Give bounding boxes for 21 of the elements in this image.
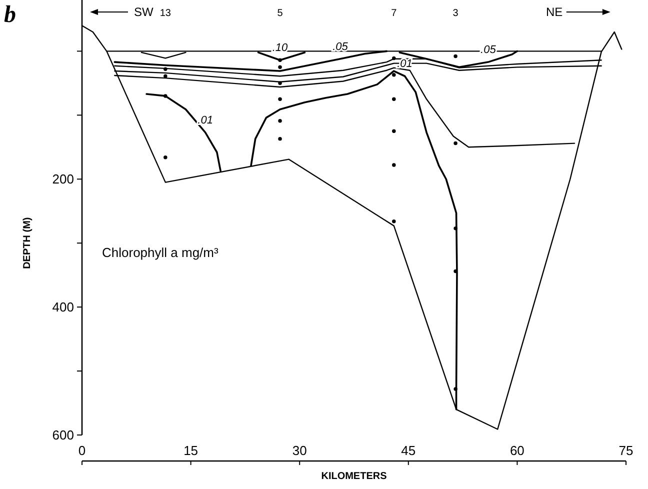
y-tick-label: 600 (52, 428, 74, 443)
y-axis-title: DEPTH (M) (22, 217, 33, 269)
annotation: NE (546, 5, 563, 19)
x-tick-label: 45 (401, 443, 416, 458)
x-tick-label: 15 (184, 443, 198, 458)
x-axis-title: KILOMETERS (321, 471, 388, 482)
series-label: .05 (332, 40, 349, 53)
annotation: 7 (391, 8, 398, 19)
x-tick-label: 60 (510, 443, 524, 458)
annotation: Chlorophyll a mg/m³ (102, 245, 219, 260)
x-tick-label: 75 (618, 443, 634, 458)
y-tick-label: 200 (52, 172, 74, 187)
annotation: 3 (452, 8, 459, 19)
series-label: .01 (198, 114, 213, 126)
annotation: 13 (160, 8, 172, 19)
y-tick-label: 400 (52, 300, 74, 315)
text: b (4, 2, 16, 28)
annotation: SW (134, 5, 154, 19)
x-tick-label: 30 (292, 443, 307, 458)
x-tick-label: 0 (78, 443, 86, 458)
annotation: 5 (277, 8, 284, 19)
